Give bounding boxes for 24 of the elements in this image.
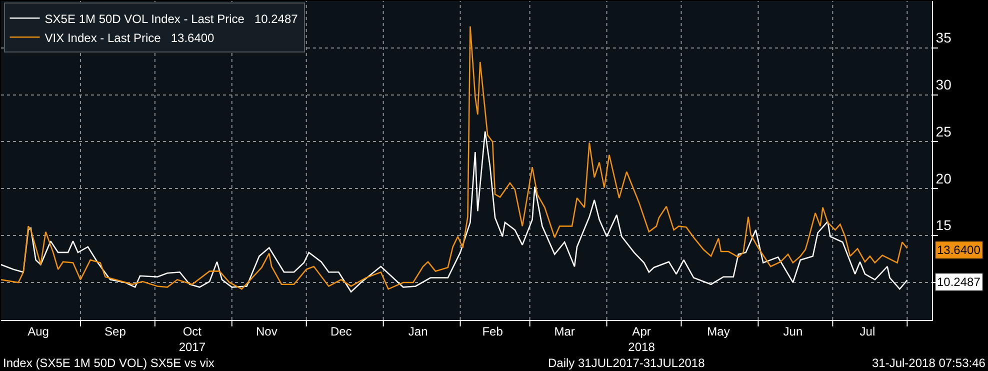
y-tick-label: 25 xyxy=(936,123,952,140)
x-tick-label: Mar xyxy=(554,324,575,338)
x-tick-label: Oct 2017 xyxy=(178,324,206,354)
legend-label: SX5E 1M 50D VOL Index - Last Price 10.2487 xyxy=(44,12,298,26)
x-tick-label: Dec xyxy=(330,324,352,338)
x-tick-label: Jul xyxy=(860,324,876,338)
text: Index (SX5E 1M 50D VOL) SX5E vs vix xyxy=(3,356,214,370)
x-tick-label: Nov xyxy=(256,324,278,338)
x-tick-label: May xyxy=(707,324,730,338)
x-tick-label: Aug xyxy=(28,324,49,338)
y-tick-label: 15 xyxy=(936,217,952,234)
x-tick-label: Sep xyxy=(104,324,126,338)
y-tick-label: 20 xyxy=(936,170,952,186)
x-tick-label: Feb xyxy=(482,324,504,338)
x-tick-label: Jan xyxy=(408,324,428,338)
annotation: 10.2487 xyxy=(937,275,981,289)
legend-label: VIX Index - Last Price 13.6400 xyxy=(44,30,215,45)
y-tick-label: 35 xyxy=(936,30,952,46)
text: 31-Jul-2018 07:53:46 xyxy=(872,356,986,370)
x-tick-label: Apr 2018 xyxy=(628,324,656,354)
text: Daily 31JUL2017-31JUL2018 xyxy=(548,356,706,370)
y-tick-label: 30 xyxy=(936,76,952,92)
x-tick-label: Jun xyxy=(783,324,803,338)
annotation: 13.6400 xyxy=(937,243,981,257)
